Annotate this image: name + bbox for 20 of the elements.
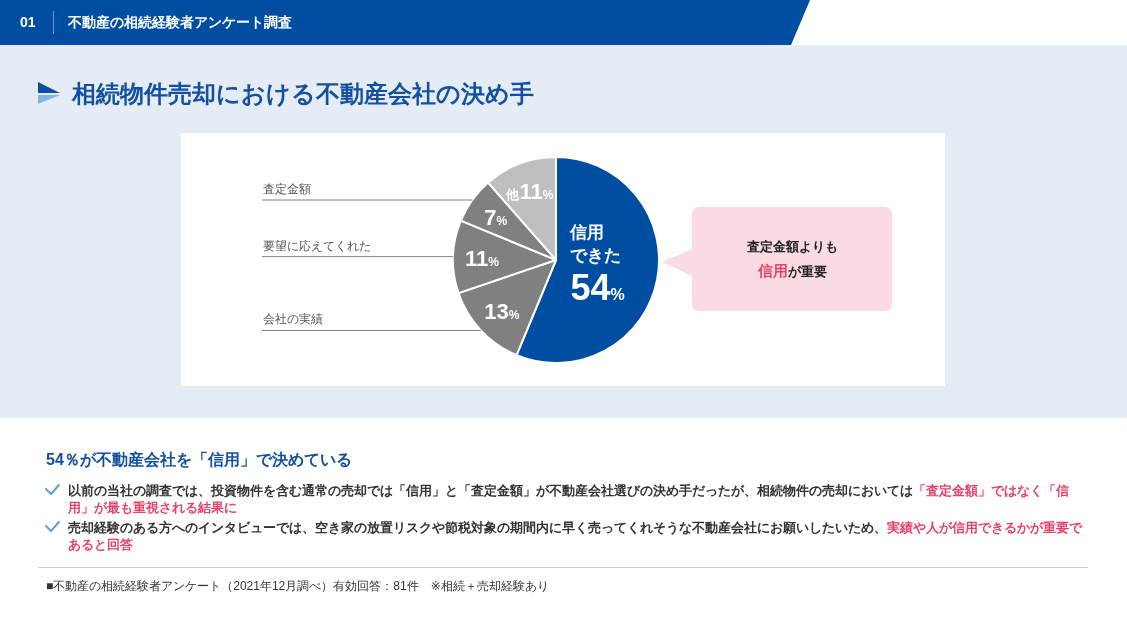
data-label: 11% [519, 178, 554, 204]
text: 査定金額よりも [745, 239, 838, 254]
data-label: 7% [484, 204, 508, 230]
slice-label: 会社の実績 [263, 312, 323, 327]
slice-label: 要望に応えてくれた [263, 238, 371, 253]
chart-title: 相続物件売却における不動産会社の決め手 [71, 80, 534, 107]
text: 01 [20, 14, 36, 30]
text: ■不動産の相続経験者アンケート（2021年12月調べ）有効回答：81件 ※相続＋売却経験あり [46, 579, 549, 593]
text: 売却経験のある方へのインタビューでは、空き家の放置リスクや節税対象の期間内に早く売ってくれそうな不動産会社にお願いしたいため、 [68, 520, 887, 535]
slice-label: 他 [505, 186, 521, 202]
text: 以前の当社の調査では、投資物件を含む通常の売却では「信用」と「査定金額」が不動産会社選びの決め手だったが、相続物件の売却においては [68, 483, 913, 498]
data-label: 54% [570, 267, 625, 309]
text: が重要 [786, 264, 827, 279]
data-label: 13% [484, 298, 520, 324]
data-label: 11% [464, 245, 500, 271]
slice-label: 信用できた [569, 223, 622, 266]
text: 信用 [756, 262, 788, 279]
slice-label: 査定金額 [263, 182, 311, 196]
text: 不動産の相続経験者アンケート調査 [67, 14, 292, 30]
text: 54％が不動産会社を「信用」で決めている [46, 450, 352, 468]
